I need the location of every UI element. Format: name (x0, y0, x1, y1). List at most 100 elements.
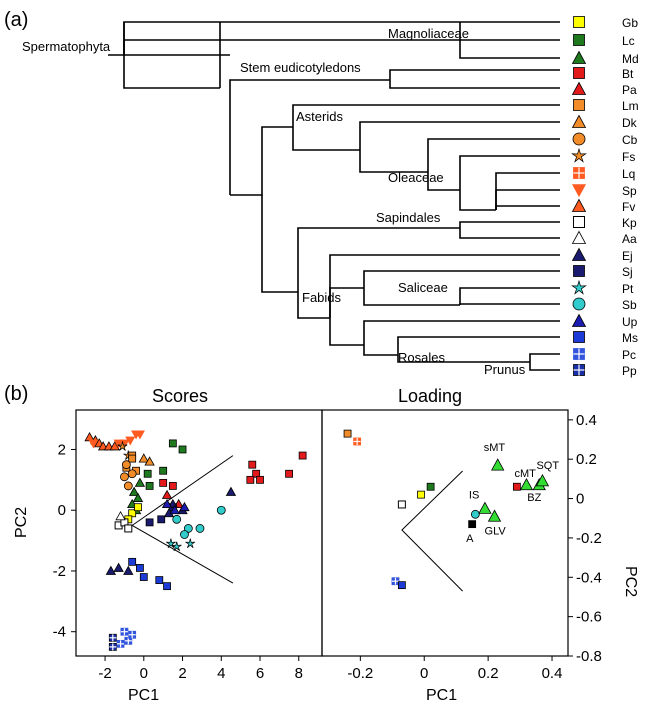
tree-branch (359, 150, 428, 173)
point-bt (512, 482, 521, 491)
legend-marker-sp (571, 184, 587, 198)
legend-marker-pt (571, 279, 587, 295)
legend-label-sj: Sj (622, 265, 633, 279)
legend-marker-pp (573, 364, 585, 376)
tree-branch (363, 320, 560, 345)
legend-label-aa: Aa (622, 232, 637, 246)
tree-branch (363, 288, 460, 306)
legend-label-pp: Pp (622, 364, 637, 378)
point-pa (161, 489, 173, 499)
point-smt (491, 458, 505, 471)
tree-branch (529, 362, 560, 371)
point-lm (128, 454, 137, 463)
scores-panel: Scores PC1 PC2 -2 0 2 4 6 8 2 0 -2 -4 (13, 386, 323, 704)
legend-label-lq: Lq (622, 167, 635, 181)
tree-branch (495, 172, 560, 210)
point-dk (144, 456, 155, 466)
point-cb (127, 469, 137, 479)
tree-branch (389, 69, 560, 80)
point-ms (139, 573, 148, 581)
point-pc (120, 627, 129, 636)
clade-label-spermatophyta: Spermatophyta (22, 39, 111, 54)
point-fv (109, 441, 120, 451)
point-pp (108, 633, 117, 642)
clade-label-asterids: Asterids (296, 109, 343, 124)
point-sj (157, 515, 166, 524)
tree-branch (459, 190, 496, 211)
y-tick-label: 2 (58, 441, 66, 458)
legend-marker-pc (573, 348, 585, 360)
tree-branch (459, 303, 560, 305)
tree-branch (397, 336, 560, 355)
point-kp (124, 524, 133, 533)
point-md (128, 486, 140, 496)
x-tick-label: -0.2 (347, 665, 373, 682)
point-up (179, 501, 190, 512)
point-lc (168, 439, 177, 448)
tree-branch (297, 227, 460, 292)
point-bt (248, 460, 257, 469)
legend-marker-kp (573, 216, 585, 228)
point-ms (128, 557, 137, 566)
loading-title: Loading (398, 386, 462, 406)
clade-label-saliceae: Saliceae (398, 280, 448, 295)
legend-marker-sb (572, 297, 586, 311)
point-sj (145, 518, 154, 527)
tree-branch (297, 292, 330, 319)
legend-label-sb: Sb (622, 298, 637, 312)
legend-marker-gb (573, 16, 585, 28)
x-tick-label: 6 (256, 665, 264, 682)
legend-label-kp: Kp (622, 216, 637, 230)
tree-branch (495, 189, 560, 210)
x-tick-label: 0 (140, 665, 148, 682)
legend-marker-ms (573, 331, 585, 343)
legend-marker-fs (571, 147, 587, 163)
clade-label-rosales: Rosales (398, 350, 445, 365)
point-lq (353, 437, 362, 446)
y-tick-label: -0.8 (576, 648, 602, 665)
point-bt (256, 475, 264, 484)
point-lc (159, 466, 168, 475)
legend-label-dk: Dk (622, 116, 638, 130)
tree-branch (292, 104, 560, 127)
scores-axes: -2 0 2 4 6 8 2 0 -2 -4 (53, 441, 303, 682)
annotation-cmt: cMT (514, 468, 536, 480)
point-kp (397, 500, 406, 509)
legend-marker-cb (572, 132, 586, 146)
legend-marker-lm (573, 99, 585, 111)
legend-marker-up (571, 313, 587, 327)
point-ms (163, 582, 171, 591)
point-lc (178, 445, 187, 454)
y-tick-label: -0.2 (576, 530, 602, 547)
point-cb (121, 460, 131, 470)
point-a (468, 520, 477, 529)
loading-frame (321, 409, 569, 657)
point-lc (143, 469, 152, 478)
point-sb (180, 530, 189, 539)
scores-xlabel: PC1 (128, 687, 159, 704)
point-dk (138, 453, 149, 463)
scores-title: Scores (152, 386, 208, 406)
annotation-glv: GLV (485, 525, 507, 537)
tree-branch (229, 79, 390, 195)
point-sb (172, 514, 182, 524)
point-bt (285, 469, 293, 478)
point-bt (298, 451, 307, 460)
annotation-is: IS (469, 489, 479, 501)
tree-branch (459, 155, 560, 190)
clade-label-magnoliaceae: Magnoliaceae (388, 26, 469, 41)
wedge-line (401, 470, 463, 592)
panel-label-a: (a) (4, 9, 28, 31)
tree-branch (397, 355, 530, 363)
point-md (132, 492, 144, 502)
legend-label-cb: Cb (622, 133, 638, 147)
point-sb (470, 509, 480, 519)
phylogenetic-tree (108, 21, 560, 371)
tree-branch (108, 21, 560, 56)
x-tick-label: 0 (420, 665, 428, 682)
tree-branch (389, 80, 560, 89)
point-ms (136, 564, 144, 572)
tree-branch (329, 287, 364, 318)
point-bt (168, 482, 177, 490)
